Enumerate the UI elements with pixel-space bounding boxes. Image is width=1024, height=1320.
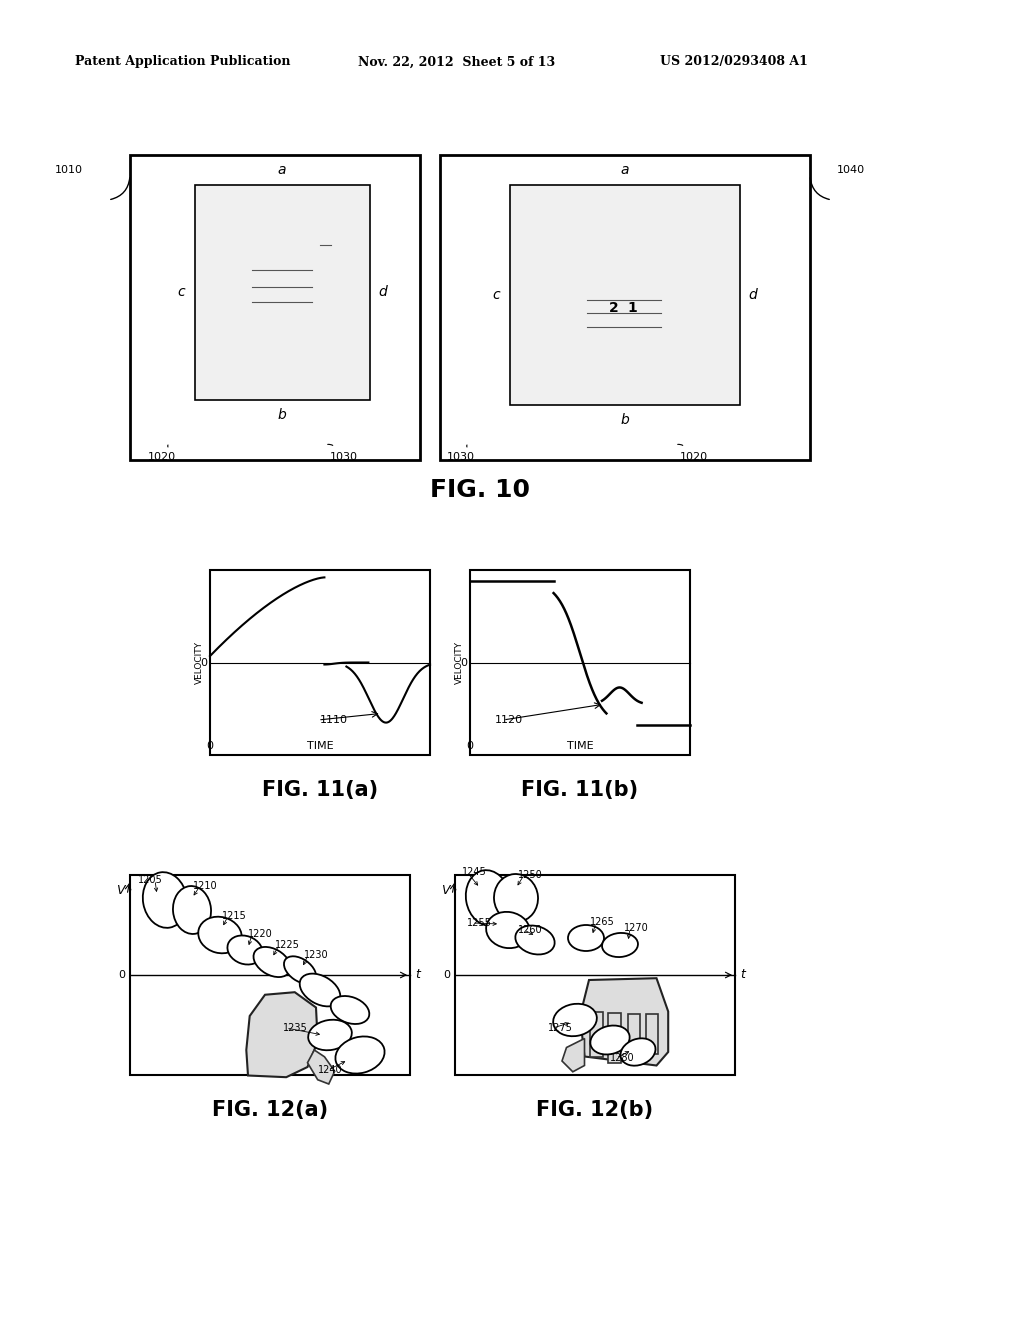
Text: c: c <box>177 285 185 300</box>
Bar <box>130 154 420 459</box>
Text: US 2012/0293408 A1: US 2012/0293408 A1 <box>660 55 808 69</box>
Text: t: t <box>415 969 420 982</box>
Text: FIG. 11(a): FIG. 11(a) <box>262 780 378 800</box>
Text: Nov. 22, 2012  Sheet 5 of 13: Nov. 22, 2012 Sheet 5 of 13 <box>358 55 555 69</box>
Ellipse shape <box>227 936 262 965</box>
Ellipse shape <box>331 997 370 1024</box>
Text: 2: 2 <box>609 301 620 315</box>
Text: a: a <box>621 162 630 177</box>
Ellipse shape <box>602 933 638 957</box>
Text: FIG. 12(a): FIG. 12(a) <box>212 1100 328 1119</box>
Text: 1250: 1250 <box>518 870 543 880</box>
Text: 1040: 1040 <box>837 165 865 176</box>
Text: FIG. 11(b): FIG. 11(b) <box>521 780 639 800</box>
Ellipse shape <box>591 1026 630 1055</box>
Text: 1205: 1205 <box>138 875 163 884</box>
Polygon shape <box>608 1014 621 1063</box>
Polygon shape <box>646 1014 658 1053</box>
Ellipse shape <box>308 1020 352 1051</box>
Text: V: V <box>441 883 450 896</box>
Ellipse shape <box>621 1039 655 1065</box>
Bar <box>130 875 410 1074</box>
Ellipse shape <box>515 925 555 954</box>
Bar <box>470 570 690 755</box>
Text: 1030: 1030 <box>330 451 358 462</box>
Ellipse shape <box>199 916 242 953</box>
Text: 1010: 1010 <box>55 165 83 176</box>
Ellipse shape <box>568 925 604 950</box>
Text: VELOCITY: VELOCITY <box>195 642 204 684</box>
Ellipse shape <box>486 912 529 948</box>
Ellipse shape <box>173 886 211 935</box>
Text: 1210: 1210 <box>193 880 218 891</box>
Text: 1215: 1215 <box>222 911 247 921</box>
Text: 1235: 1235 <box>283 1023 308 1034</box>
Text: 1260: 1260 <box>518 925 543 935</box>
Text: 0: 0 <box>443 970 450 979</box>
Bar <box>510 185 740 405</box>
Polygon shape <box>307 1049 335 1084</box>
Text: 1265: 1265 <box>590 917 614 927</box>
Text: 1020: 1020 <box>680 451 709 462</box>
Text: d: d <box>378 285 387 300</box>
Text: 0: 0 <box>200 657 207 668</box>
Text: TIME: TIME <box>306 741 334 751</box>
Text: 1280: 1280 <box>610 1053 635 1063</box>
Text: Patent Application Publication: Patent Application Publication <box>75 55 291 69</box>
Text: FIG. 10: FIG. 10 <box>430 478 530 502</box>
Text: 1255: 1255 <box>467 917 492 928</box>
Bar <box>195 185 370 400</box>
Text: c: c <box>493 288 500 302</box>
Ellipse shape <box>254 946 291 977</box>
Text: 1245: 1245 <box>462 867 486 876</box>
Text: t: t <box>740 969 744 982</box>
Bar <box>440 154 810 459</box>
Ellipse shape <box>494 874 538 921</box>
Polygon shape <box>628 1014 640 1061</box>
Polygon shape <box>562 1039 585 1072</box>
Text: 1230: 1230 <box>304 950 329 960</box>
Text: 1275: 1275 <box>548 1023 572 1034</box>
Ellipse shape <box>284 956 316 983</box>
Bar <box>210 570 430 755</box>
Ellipse shape <box>553 1003 597 1036</box>
Text: b: b <box>621 413 630 426</box>
Text: 0: 0 <box>207 741 213 751</box>
Ellipse shape <box>142 873 187 928</box>
Polygon shape <box>590 1011 602 1056</box>
Text: 1110: 1110 <box>319 715 348 725</box>
Text: b: b <box>278 408 287 422</box>
Text: 0: 0 <box>467 741 473 751</box>
Text: 1: 1 <box>628 301 637 315</box>
Ellipse shape <box>466 870 510 925</box>
Text: 1020: 1020 <box>148 451 176 462</box>
Ellipse shape <box>336 1036 385 1073</box>
Text: 1220: 1220 <box>248 929 272 939</box>
Text: TIME: TIME <box>566 741 593 751</box>
Text: 1270: 1270 <box>624 923 649 933</box>
Text: 1120: 1120 <box>495 715 523 725</box>
Text: V: V <box>117 883 125 896</box>
Text: 0: 0 <box>118 970 125 979</box>
Text: FIG. 12(b): FIG. 12(b) <box>537 1100 653 1119</box>
Text: VELOCITY: VELOCITY <box>455 642 464 684</box>
Ellipse shape <box>300 974 340 1006</box>
Polygon shape <box>247 993 317 1077</box>
Text: d: d <box>748 288 757 302</box>
Text: 1225: 1225 <box>275 940 300 950</box>
Polygon shape <box>580 978 669 1065</box>
Text: 1030: 1030 <box>447 451 475 462</box>
Text: 0: 0 <box>460 657 467 668</box>
Bar <box>455 875 735 1074</box>
Text: a: a <box>278 162 287 177</box>
Text: 1240: 1240 <box>318 1065 343 1074</box>
